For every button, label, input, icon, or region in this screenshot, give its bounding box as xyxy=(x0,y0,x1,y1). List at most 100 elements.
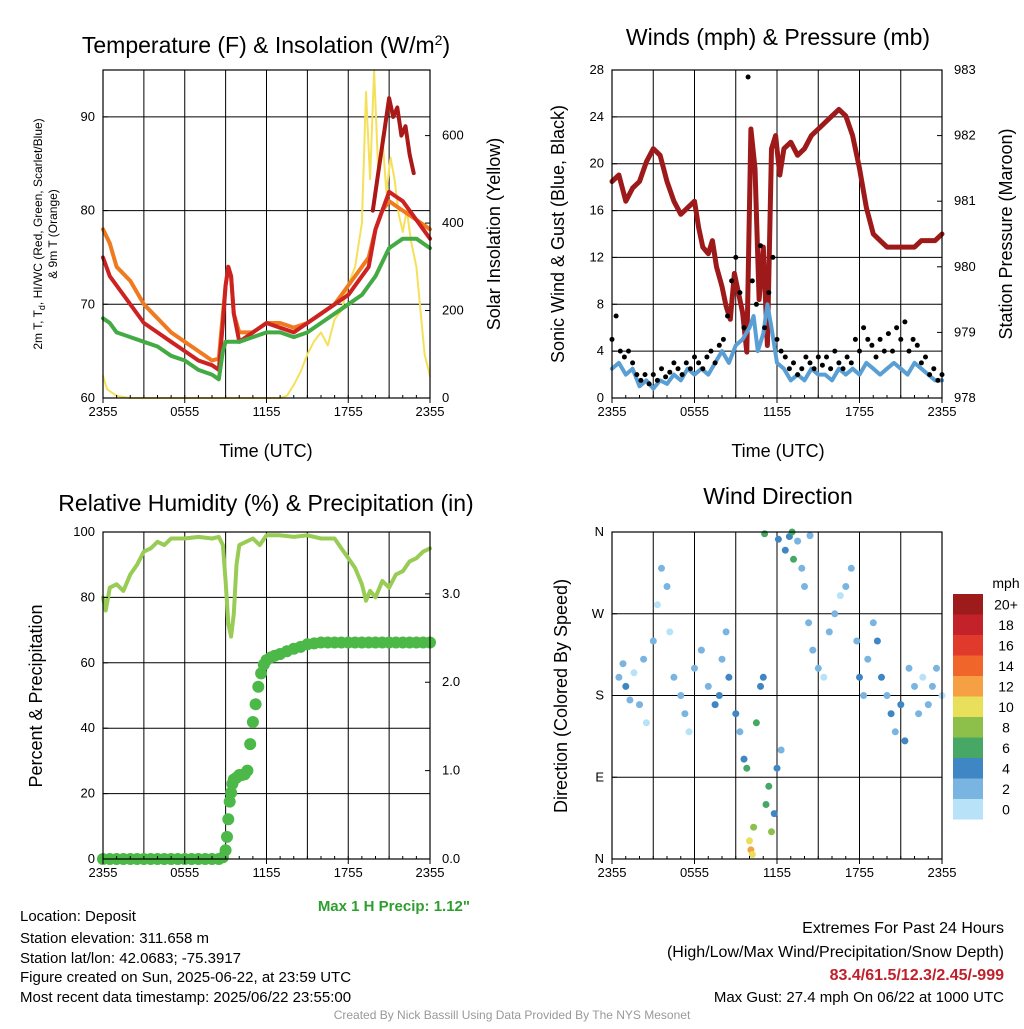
y2-tick-label: 982 xyxy=(954,128,976,143)
x-tick-label: 1155 xyxy=(763,865,791,880)
solar-ylabel: Solar Insolation (Yellow) xyxy=(484,138,504,330)
gust-point xyxy=(885,331,891,337)
gust-point xyxy=(852,336,858,342)
x-tick-label: 2355 xyxy=(416,404,445,419)
precip-point xyxy=(241,764,254,777)
gust-point xyxy=(799,366,805,372)
x-tick-label: 1155 xyxy=(763,404,791,419)
humidity-series xyxy=(97,533,436,865)
direction-ylabel: Direction (Colored By Speed) xyxy=(551,579,571,813)
x-tick-label: 2355 xyxy=(598,404,627,419)
x-tick-label: 2355 xyxy=(928,404,957,419)
x-tick-label: 0555 xyxy=(680,404,709,419)
direction-point xyxy=(928,682,936,690)
gust-point xyxy=(894,325,900,331)
gust-point xyxy=(700,366,706,372)
y2-tick-label: 200 xyxy=(442,303,464,318)
y-tick-label: 80 xyxy=(81,203,95,218)
x-tick-label: 2355 xyxy=(598,865,627,880)
direction-point xyxy=(801,583,808,590)
direction-point xyxy=(820,673,828,681)
y2-tick-label: 981 xyxy=(954,193,976,208)
direction-point xyxy=(640,655,648,663)
temp-series-line xyxy=(101,189,432,372)
gust-point xyxy=(836,360,842,366)
gust-point xyxy=(737,290,743,296)
gust-point xyxy=(782,354,788,360)
direction-point xyxy=(736,728,744,736)
gust-point xyxy=(762,325,768,331)
gust-point xyxy=(815,354,821,360)
legend-unit: mph xyxy=(992,575,1019,591)
y-tick-label: 8 xyxy=(597,296,604,311)
gust-point xyxy=(704,354,710,360)
x-tick-label: 2355 xyxy=(928,865,957,880)
direction-point xyxy=(718,655,726,663)
y2-tick-label: 983 xyxy=(954,62,976,77)
y-tick-label: S xyxy=(595,688,604,703)
gust-point xyxy=(683,360,689,366)
gust-point xyxy=(881,348,887,354)
legend-swatch xyxy=(953,676,983,697)
x-tick-label: 1755 xyxy=(845,404,874,419)
legend-label: 18 xyxy=(998,617,1014,633)
precip-point xyxy=(221,830,233,843)
temperature-title: Temperature (F) & Insolation (W/m2) xyxy=(82,32,450,58)
direction-point xyxy=(915,710,923,718)
direction-panel: Wind Direction 2355 0555 1155 1755 2355NESWN… xyxy=(551,483,1020,880)
direction-title: Wind Direction xyxy=(703,483,853,509)
gust-point xyxy=(679,372,685,378)
y2-tick-label: 0 xyxy=(442,390,449,405)
y-tick-label: 60 xyxy=(81,655,95,670)
winds-ticks: 2355 0555 1155 1755 235504812162024289789799… xyxy=(590,62,976,419)
gust-point xyxy=(791,360,796,366)
winds-xlabel: Time (UTC) xyxy=(731,441,824,461)
gust-point xyxy=(642,372,648,378)
legend-swatch xyxy=(953,635,983,656)
legend-label: 4 xyxy=(1002,760,1010,776)
temperature-panel: Temperature (F) & Insolation (W/m2) 2355… xyxy=(31,32,504,461)
legend-label: 0 xyxy=(1002,801,1010,817)
y-tick-label: 12 xyxy=(590,249,604,264)
legend-swatch xyxy=(953,737,983,758)
gust-point xyxy=(914,342,920,348)
direction-points xyxy=(615,528,946,858)
direction-point xyxy=(924,701,932,709)
direction-point xyxy=(622,682,630,690)
y-tick-label: E xyxy=(595,769,604,784)
direction-point xyxy=(794,537,802,545)
direction-point xyxy=(649,637,657,645)
gust-point xyxy=(935,377,941,383)
gust-point xyxy=(778,348,784,354)
gust-point xyxy=(877,336,883,342)
direction-point xyxy=(761,530,769,538)
direction-grid xyxy=(612,531,942,860)
direction-point xyxy=(704,682,712,690)
info-created: Figure created on Sun, 2025-06-22, at 23… xyxy=(20,969,351,986)
direction-point xyxy=(878,673,885,681)
gust-point xyxy=(733,254,739,260)
gust-point xyxy=(687,366,693,372)
direction-point xyxy=(842,583,850,590)
x-tick-label: 2355 xyxy=(89,865,118,880)
direction-point xyxy=(847,564,855,572)
gust-point xyxy=(753,301,759,307)
y-tick-label: 90 xyxy=(81,109,95,124)
gust-point xyxy=(807,360,813,366)
direction-point xyxy=(883,692,891,699)
precip-point xyxy=(222,813,235,826)
gust-point xyxy=(824,354,829,360)
direction-point xyxy=(732,710,740,718)
info-elevation: Station elevation: 311.658 m xyxy=(20,930,209,947)
gust-point xyxy=(873,354,879,360)
gust-point xyxy=(630,360,636,366)
max-gust: Max Gust: 27.4 mph On 06/22 at 1000 UTC xyxy=(714,989,1004,1006)
direction-point xyxy=(666,628,674,636)
gust-point xyxy=(654,377,660,383)
direction-point xyxy=(681,710,689,718)
direction-point xyxy=(768,828,775,836)
gust-point xyxy=(720,336,726,342)
gust-point xyxy=(840,366,846,372)
